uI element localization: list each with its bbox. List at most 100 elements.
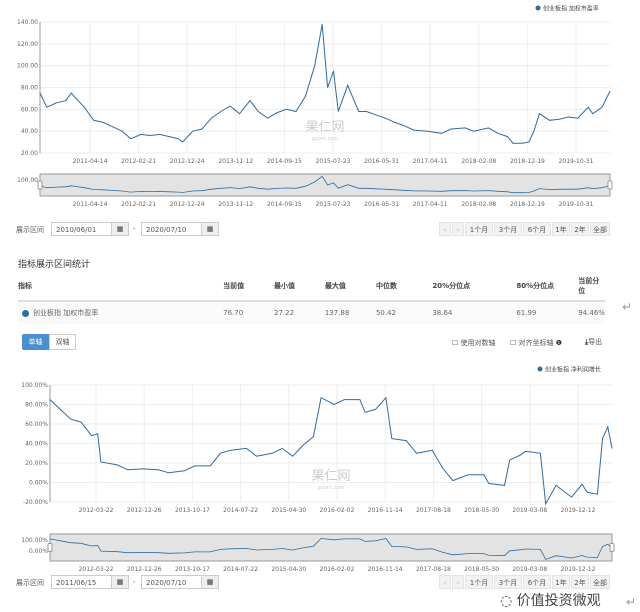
- data-point: [365, 111, 367, 112]
- navigator-x-tick-label: 2012-12-26: [127, 566, 162, 573]
- table-cell: 38.64: [432, 301, 517, 324]
- y-tick-label: -20.00%: [23, 499, 48, 506]
- range-button[interactable]: 1个月: [465, 575, 493, 589]
- range-button[interactable]: 3个月: [494, 222, 522, 236]
- data-point: [364, 411, 366, 413]
- data-point: [452, 480, 454, 481]
- data-point: [483, 474, 485, 476]
- calendar-icon[interactable]: ▦: [111, 576, 128, 588]
- data-point: [549, 119, 551, 121]
- align-axis-label: 对齐坐标轴: [518, 339, 554, 347]
- data-point: [558, 118, 560, 120]
- data-point: [442, 467, 443, 469]
- range-button[interactable]: 1年: [552, 222, 570, 236]
- start-date-input[interactable]: 2010/06/01 ▦: [51, 222, 129, 236]
- y-tick-label: 120.00: [17, 41, 38, 48]
- data-point: [46, 106, 48, 108]
- data-point: [533, 130, 535, 132]
- range-button[interactable]: 2年: [571, 222, 589, 236]
- data-point: [229, 105, 231, 107]
- range-button[interactable]: 6个月: [523, 575, 551, 589]
- data-point: [70, 418, 72, 420]
- x-tick-label: 2013-11-12: [218, 158, 253, 165]
- range-label: 展示区间: [16, 579, 44, 587]
- zoom-in-button[interactable]: «: [439, 222, 451, 236]
- data-point: [256, 455, 258, 457]
- y-tick-label: 0.00%: [29, 480, 48, 487]
- stats-title: 指标展示区间统计: [18, 260, 91, 270]
- align-axis-checkbox[interactable]: ☐ 对齐坐标轴 ❶: [510, 339, 563, 347]
- y-tick-label: 100.00%: [21, 382, 48, 389]
- data-point: [83, 106, 85, 108]
- x-tick-label: 2015-07-23: [316, 158, 351, 165]
- data-point: [276, 112, 278, 114]
- cell-value: 94.46%: [578, 309, 605, 317]
- y-tick-label: 60.00: [21, 106, 38, 113]
- navigator-x-tick-label: 2019-03-08: [512, 566, 547, 573]
- range-button[interactable]: 1年: [552, 575, 570, 589]
- data-point: [577, 117, 579, 119]
- x-tick-label: 2017-04-11: [413, 158, 448, 165]
- data-point: [555, 485, 557, 486]
- calendar-icon[interactable]: ▦: [201, 223, 218, 235]
- navigator-x-tick-label: 2013-11-12: [218, 201, 253, 208]
- navigator-x-tick-label: 2016-02-02: [320, 566, 355, 573]
- end-date-input[interactable]: 2020/07/10 ▦: [141, 575, 219, 589]
- x-tick-label: 2012-12-26: [127, 507, 162, 514]
- range-button[interactable]: 全部: [590, 222, 610, 236]
- data-point: [416, 452, 417, 454]
- calendar-icon[interactable]: ▦: [111, 223, 128, 235]
- data-point: [592, 113, 594, 115]
- export-label: 导出: [588, 338, 603, 346]
- logo-text: 价值投资微观: [516, 593, 601, 609]
- navigator-x-tick-label: 2016-05-31: [364, 201, 399, 208]
- range-button[interactable]: 6个月: [523, 222, 551, 236]
- start-date-input[interactable]: 2011/06/15 ▦: [51, 575, 129, 589]
- log-axis-checkbox[interactable]: ☐ 使用对数轴: [452, 339, 496, 347]
- data-point: [178, 138, 180, 140]
- range-button[interactable]: 2年: [571, 575, 589, 589]
- navigator-y-tick-label: 100.00%: [21, 537, 48, 544]
- export-button[interactable]: ⤓导出: [585, 337, 602, 347]
- column-header: 20%分位点: [432, 272, 517, 302]
- zoom-in-button[interactable]: «: [439, 575, 451, 589]
- navigator-x-tick-label: 2012-03-22: [79, 566, 114, 573]
- data-point: [375, 408, 376, 410]
- navigator-series-line: [39, 175, 611, 194]
- data-point: [249, 100, 251, 101]
- range-button[interactable]: 全部: [590, 575, 610, 589]
- navigator-x-tick-label: 2018-05-30: [464, 566, 499, 573]
- data-point: [597, 493, 598, 495]
- x-tick-label: 2012-12-24: [170, 158, 205, 165]
- data-point: [571, 496, 573, 498]
- data-point: [427, 130, 428, 132]
- table-cell: 61.99: [516, 301, 579, 324]
- data-point: [302, 445, 304, 446]
- legend-label: 创业板指 加权市盈率: [543, 5, 599, 13]
- dual-axis-button[interactable]: 双轴: [49, 334, 76, 350]
- zoom-out-button[interactable]: »: [452, 575, 464, 589]
- range-button[interactable]: 1个月: [465, 222, 493, 236]
- end-date-input[interactable]: 2020/07/10 ▦: [141, 222, 219, 236]
- data-point: [473, 130, 475, 132]
- data-point: [488, 483, 490, 484]
- x-tick-label: 2012-02-21: [121, 158, 156, 165]
- data-point: [140, 134, 142, 135]
- zoom-out-button[interactable]: »: [452, 222, 464, 236]
- navigator-x-tick-label: 2012-02-21: [121, 201, 156, 208]
- navigator-x-tick-label: 2014-09-15: [267, 201, 302, 208]
- data-point: [168, 136, 170, 138]
- calendar-icon[interactable]: ▦: [201, 576, 218, 588]
- data-point: [467, 474, 469, 476]
- end-date-value: 2020/07/10: [146, 579, 187, 587]
- data-point: [540, 452, 541, 454]
- x-tick-label: 2019-12-12: [561, 507, 596, 514]
- range-button[interactable]: 3个月: [494, 575, 522, 589]
- data-point: [239, 113, 241, 115]
- navigator-handle-left: [47, 543, 53, 552]
- y-tick-label: 100.00: [17, 63, 38, 70]
- watermark: 果仁网: [305, 120, 344, 135]
- cell-value: 50.42: [375, 309, 397, 317]
- data-point: [192, 130, 194, 132]
- single-axis-button[interactable]: 单轴: [22, 334, 49, 350]
